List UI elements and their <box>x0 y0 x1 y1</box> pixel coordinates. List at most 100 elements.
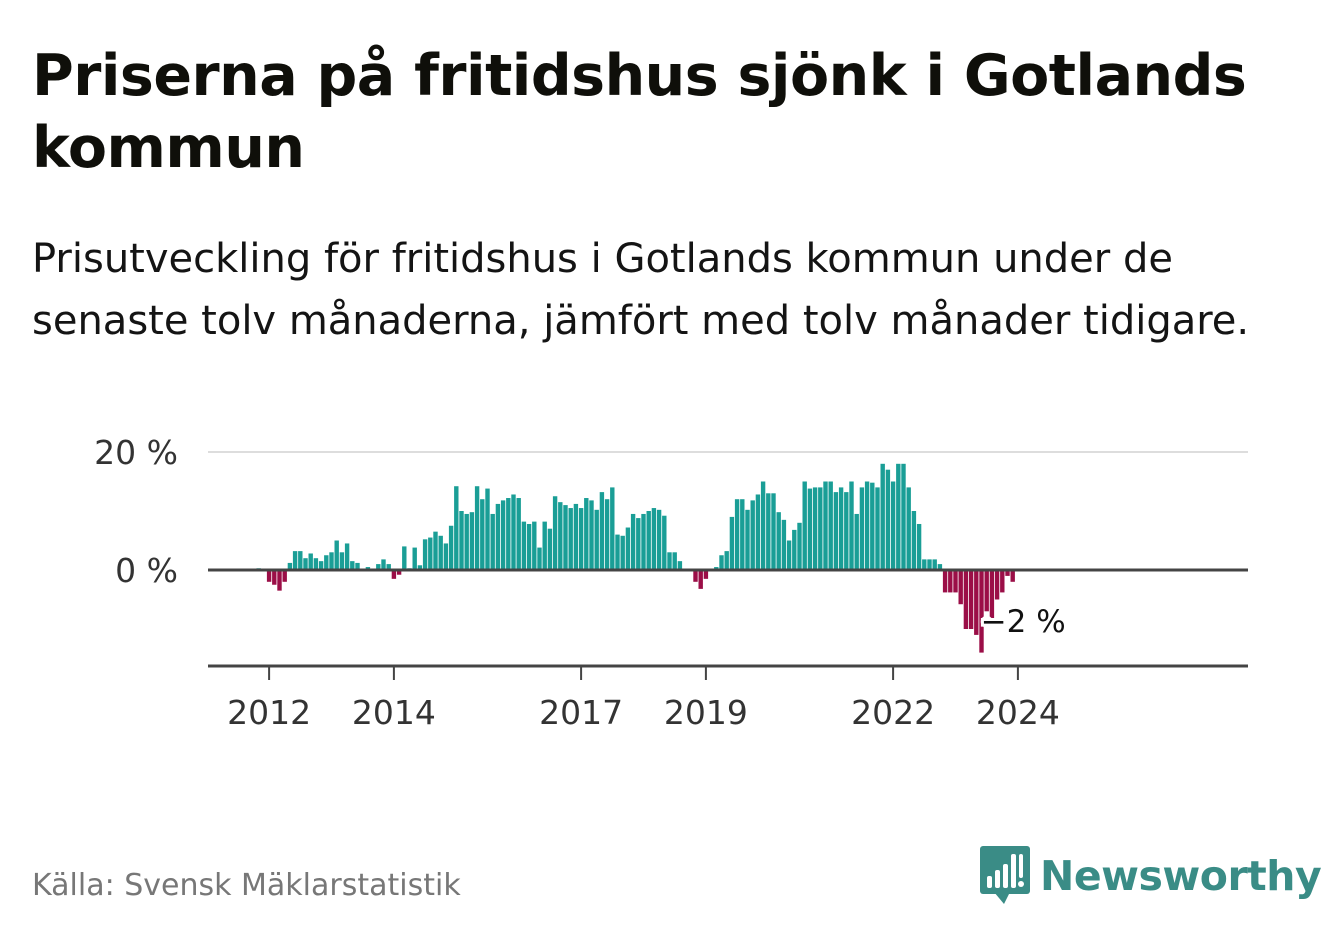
bar <box>901 463 906 570</box>
bar <box>807 488 813 570</box>
bar <box>303 558 308 570</box>
bar <box>381 559 386 570</box>
bar <box>844 492 849 570</box>
bar <box>1005 570 1010 576</box>
bar <box>578 508 584 570</box>
bar <box>734 499 740 570</box>
bar <box>989 570 995 627</box>
bar <box>641 513 646 570</box>
x-tick-label: 2024 <box>976 693 1060 730</box>
bar <box>672 552 677 570</box>
bar <box>771 493 776 570</box>
bar <box>828 481 833 570</box>
bar <box>532 521 537 570</box>
bar <box>922 559 927 570</box>
newsworthy-logo[interactable]: Newsworthy <box>980 846 1322 906</box>
bars <box>256 463 1015 653</box>
bar <box>298 551 303 570</box>
bar <box>760 481 766 570</box>
bar <box>459 511 464 570</box>
bar <box>625 527 631 570</box>
bar <box>376 564 381 570</box>
end-label-marker <box>980 615 993 628</box>
bar <box>287 562 293 570</box>
bar <box>719 555 724 570</box>
bar <box>740 499 745 570</box>
bar <box>308 553 313 570</box>
bar <box>480 499 485 570</box>
bar <box>474 486 480 570</box>
bar <box>589 500 594 570</box>
bar <box>937 564 943 570</box>
bar <box>797 522 802 570</box>
bar <box>521 521 527 570</box>
bar <box>526 523 532 570</box>
bar <box>677 561 683 570</box>
bar <box>396 570 402 575</box>
bar <box>932 559 937 570</box>
bar <box>464 513 469 570</box>
bar <box>485 488 490 570</box>
bar <box>636 518 641 570</box>
bar <box>355 562 360 570</box>
bar <box>812 487 818 570</box>
bar <box>667 552 672 570</box>
bar <box>542 521 547 570</box>
bar <box>854 513 859 570</box>
x-tick-label: 2019 <box>664 693 748 730</box>
y-tick-label: 0 % <box>115 551 178 590</box>
bar <box>324 555 329 570</box>
bar <box>942 570 948 593</box>
bar <box>422 539 428 570</box>
bar <box>703 570 709 579</box>
bar <box>880 463 885 570</box>
bar <box>386 564 391 570</box>
bar <box>490 513 495 570</box>
bar <box>766 493 771 570</box>
bar <box>745 509 750 570</box>
bar <box>849 481 854 570</box>
x-tick-label: 2014 <box>352 693 436 730</box>
bar <box>792 529 797 570</box>
bar <box>433 531 438 570</box>
bar <box>916 523 922 570</box>
x-tick-label: 2012 <box>227 693 311 730</box>
bar <box>495 503 501 570</box>
bar <box>282 570 287 582</box>
bar <box>412 547 417 570</box>
chart-title: Priserna på fritidshus sjönk i Gotlands … <box>32 43 1247 181</box>
bar <box>911 511 917 570</box>
bar <box>818 487 823 570</box>
bar <box>318 561 324 570</box>
bar <box>620 535 625 570</box>
bar <box>428 537 433 570</box>
bar <box>693 570 698 582</box>
bar <box>875 487 880 570</box>
bar <box>630 513 636 570</box>
bar <box>537 547 542 570</box>
bar <box>391 570 397 579</box>
bar <box>438 535 443 570</box>
chart-subtitle: Prisutveckling för fritidshus i Gotlands… <box>32 236 1250 344</box>
bar <box>968 570 974 629</box>
bar <box>953 570 958 593</box>
bar <box>958 570 963 605</box>
bar <box>974 570 979 635</box>
bar <box>266 570 272 582</box>
bar <box>604 499 610 570</box>
bar <box>656 509 662 570</box>
bar <box>896 463 901 570</box>
source-note: Källa: Svensk Mäklarstatistik <box>32 868 461 903</box>
bar <box>558 502 563 570</box>
bar <box>334 540 339 570</box>
bar <box>344 543 350 570</box>
bar <box>277 570 282 591</box>
x-tick-label: 2022 <box>851 693 935 730</box>
bar <box>313 558 319 570</box>
bar <box>885 469 891 570</box>
bar <box>584 498 589 570</box>
bar <box>417 565 423 570</box>
y-tick-label: 20 % <box>94 433 178 472</box>
bar <box>1010 570 1015 582</box>
bar <box>573 503 579 570</box>
